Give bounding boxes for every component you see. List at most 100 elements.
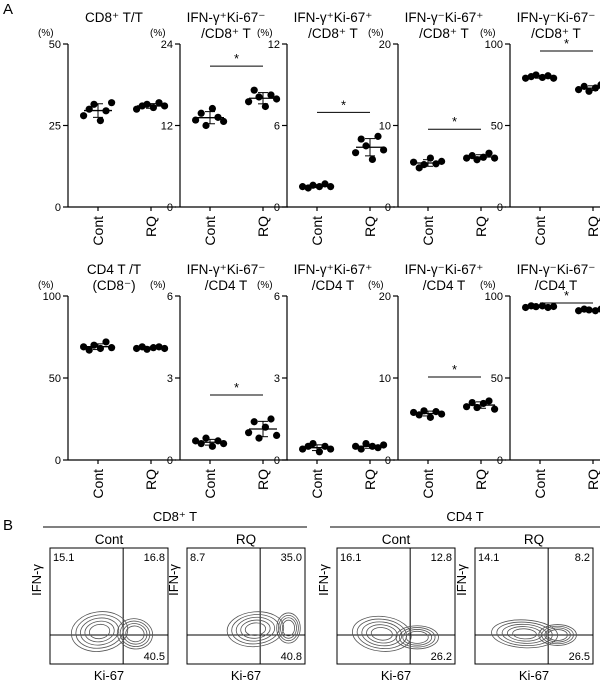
chart-subtitle: /CD8⁺ T [419,26,469,41]
data-point [149,103,157,112]
y-unit-label: (%) [150,280,166,291]
data-point [544,303,552,312]
significance-mark: * [452,114,457,129]
data-point [149,344,157,352]
contour-line [84,620,115,643]
data-point [420,161,428,169]
y-unit-label: (%) [257,28,273,39]
chart-subtitle: /CD4 T [205,278,248,293]
x-tick-label: RQ [585,216,600,237]
contour-line [361,621,403,647]
contour-line [366,624,398,644]
data-point [352,149,360,157]
chart-subtitle: /CD4 T [423,278,466,293]
y-tick-label: 10 [379,121,391,133]
contour-line [70,611,129,652]
contour-line [501,623,548,644]
contour-line [541,625,574,645]
data-point [299,445,307,453]
panel-label-b: B [3,517,13,534]
data-point [309,181,317,189]
data-point [362,440,370,448]
y-tick-label: 0 [55,455,61,467]
contour-line [89,623,111,640]
x-tick-label: Cont [309,469,325,499]
quadrant-value-lower-right: 40.5 [144,651,165,663]
data-point [250,86,258,94]
chart-subtitle: /CD8⁺ T [201,26,251,41]
contour-line [278,614,299,642]
data-point [438,157,446,165]
data-point [522,74,530,82]
data-point [273,95,281,103]
flow-plot: RQ 14.1 8.2 26.5 IFN-γ Ki-67 [454,532,594,683]
data-point [468,399,476,407]
chart-title: IFN-γ⁺Ki-67⁻ [187,10,266,25]
data-point [208,442,216,450]
data-point [538,73,547,82]
x-tick-label: RQ [143,216,159,237]
data-point [580,82,588,90]
data-point [208,104,216,113]
data-point [255,93,263,101]
y-tick-label: 3 [167,373,173,385]
data-point [585,306,593,314]
chart-subtitle: /CD4 T [312,278,355,293]
y-unit-label: (%) [150,28,166,39]
data-point [214,113,222,121]
data-point [597,305,600,313]
y-tick-label: 6 [167,291,173,303]
data-point [102,338,110,346]
chart-panel: CD4 T /T(CD8⁻) (%) 0 50 100 Cont RQ [38,262,176,499]
y-unit-label: (%) [368,280,384,291]
y-tick-label: 25 [49,121,61,133]
data-point [357,135,365,143]
data-point [485,397,493,405]
quadrant-value-upper-left: 14.1 [478,552,499,564]
data-point [90,341,98,349]
data-point [327,445,335,453]
significance-mark: * [234,51,239,66]
chart-subtitle: /CD4 T [535,278,578,293]
y-tick-label: 50 [49,39,61,51]
data-point [426,413,434,421]
y-tick-label: 0 [167,202,173,214]
data-point [410,158,418,166]
contour-line [280,617,297,639]
data-point [102,107,110,115]
data-point [161,344,169,353]
data-point [463,403,471,411]
data-point [96,344,104,353]
data-point [133,105,141,113]
y-unit-label: (%) [368,28,384,39]
x-tick-label: Cont [420,469,436,499]
contour-line [276,612,301,644]
data-point [468,152,476,160]
data-point [591,84,600,92]
chart-panel: IFN-γ⁻Ki-67⁻/CD4 T (%) 0 50 100 Cont RQ * [480,262,600,499]
flow-plot-frame [474,547,594,665]
data-point [155,343,163,351]
y-unit-label: (%) [480,28,496,39]
chart-title: IFN-γ⁻Ki-67⁺ [405,10,484,25]
flow-y-axis-label: IFN-γ [166,564,181,596]
contour-line [352,615,412,652]
quadrant-value-upper-right: 16.8 [144,552,165,564]
data-point [133,344,141,353]
quadrant-value-lower-right: 40.8 [281,651,302,663]
y-tick-label: 0 [385,202,391,214]
data-point [321,442,329,450]
data-point [108,99,116,107]
data-point [161,102,169,110]
contour-line [398,627,436,648]
y-unit-label: (%) [480,280,496,291]
contour-line [122,623,148,645]
data-point [362,142,370,150]
contour-line [395,625,439,650]
chart-panel: IFN-γ⁺Ki-67⁺/CD4 T (%) 0 3 6 Cont RQ [257,262,395,499]
y-tick-label: 20 [379,39,391,51]
y-tick-label: 0 [274,455,280,467]
flow-plot: RQ 8.7 35.0 40.8 IFN-γ Ki-67 [166,532,306,683]
panel-label-a: A [3,1,13,18]
